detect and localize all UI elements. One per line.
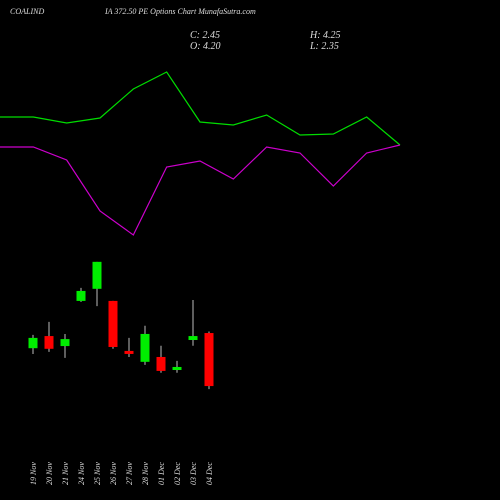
x-tick-label: 25 Nov [93, 462, 102, 485]
candle-body [156, 356, 166, 371]
candle-body [124, 350, 134, 354]
x-tick-label: 04 Dec [205, 462, 214, 485]
candle-body [28, 337, 38, 349]
x-tick-label: 20 Nov [45, 462, 54, 485]
ticker: COALIND [10, 7, 44, 16]
x-tick-label: 03 Dec [189, 462, 198, 485]
candle-body [92, 261, 102, 289]
x-tick-label: 01 Dec [157, 462, 166, 485]
candle-body [60, 339, 70, 347]
x-tick-label: 24 Nov [77, 462, 86, 485]
candle-body [44, 336, 54, 349]
indicator-line [0, 144, 401, 236]
close-label: C: 2.45 [190, 30, 220, 41]
candle-body [188, 336, 198, 341]
x-tick-label: 02 Dec [173, 462, 182, 485]
candle-body [108, 300, 118, 347]
candle-body [76, 290, 86, 301]
x-tick-label: 21 Nov [61, 462, 70, 485]
indicator-line [0, 71, 401, 146]
candle-body [140, 333, 150, 362]
high-label: H: 4.25 [309, 30, 341, 41]
x-tick-label: 19 Nov [29, 462, 38, 485]
open-label: O: 4.20 [190, 41, 221, 52]
candle-body [204, 333, 214, 387]
low-label: L: 2.35 [309, 41, 339, 52]
x-tick-label: 28 Nov [141, 462, 150, 485]
x-tick-label: 27 Nov [125, 462, 134, 485]
chart-title: IA 372.50 PE Options Chart MunafaSutra.c… [104, 7, 256, 16]
candle-body [172, 366, 182, 371]
x-tick-label: 26 Nov [109, 462, 118, 485]
